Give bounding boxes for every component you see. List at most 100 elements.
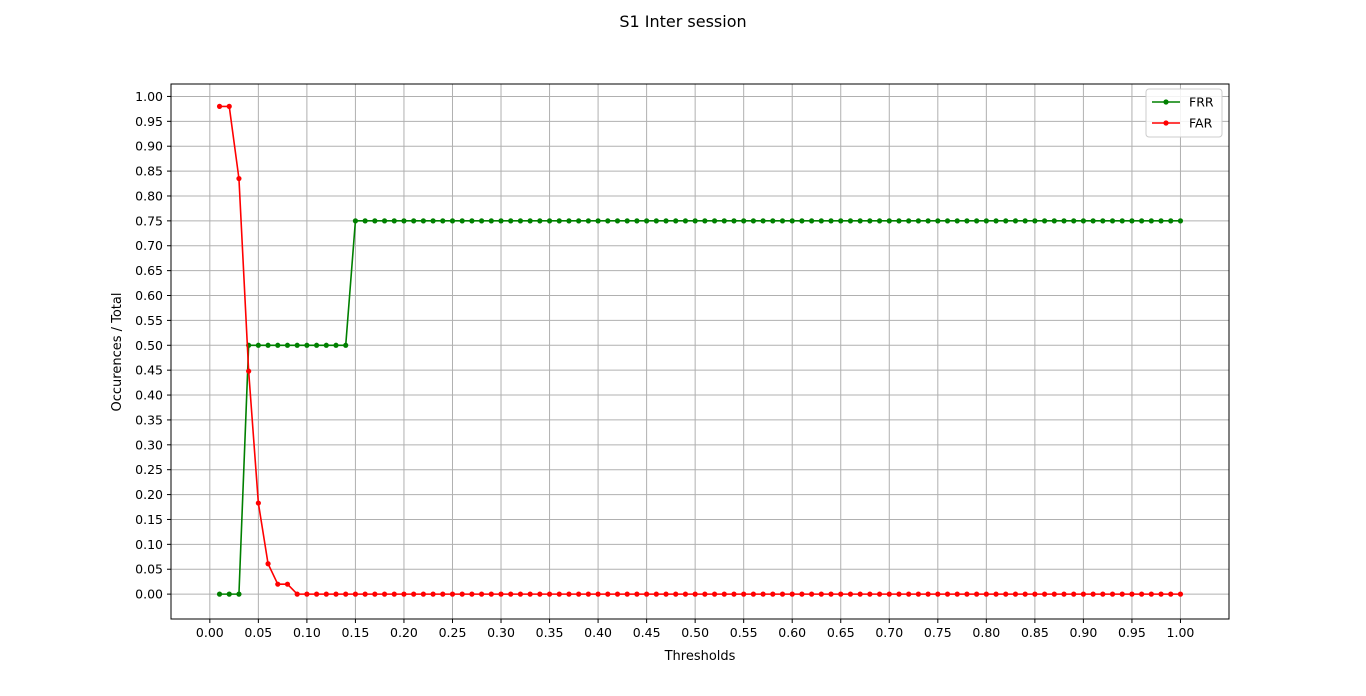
far-point [1177, 591, 1184, 597]
far-point [479, 591, 485, 597]
frr-point [333, 342, 339, 348]
x-tick-label: 0.00 [196, 625, 224, 640]
frr-point [401, 218, 407, 224]
frr-point [789, 218, 795, 224]
x-tick-label: 0.40 [584, 625, 612, 640]
series-far [216, 103, 1184, 597]
frr-point [867, 218, 873, 224]
far-point [857, 591, 863, 597]
x-tick-label: 0.10 [293, 625, 321, 640]
far-point [595, 591, 601, 597]
far-point [954, 591, 960, 597]
far-point [1012, 591, 1019, 597]
frr-point [1032, 218, 1038, 224]
far-point [964, 591, 970, 597]
far-point [420, 591, 426, 597]
frr-point [362, 218, 368, 224]
frr-point [343, 342, 349, 348]
far-point [343, 591, 349, 597]
frr-point [527, 218, 533, 224]
far-point [1061, 591, 1067, 597]
frr-point [741, 218, 747, 224]
far-point [411, 591, 417, 597]
frr-point [391, 218, 397, 224]
frr-point [372, 218, 378, 224]
frr-point [284, 342, 291, 348]
far-point [993, 591, 999, 597]
far-point [1109, 591, 1116, 597]
frr-point [993, 218, 999, 224]
far-point [440, 591, 446, 597]
frr-point [1061, 218, 1067, 224]
legend-item-far: FAR [1152, 116, 1213, 131]
frr-point [906, 218, 912, 224]
frr-point [440, 218, 446, 224]
far-point [566, 591, 572, 597]
x-tick-label: 0.50 [681, 625, 709, 640]
frr-point [1022, 218, 1028, 224]
frr-point [255, 342, 261, 348]
frr-point [770, 218, 776, 224]
frr-point [896, 218, 902, 224]
far-point [1148, 591, 1154, 597]
far-point [809, 591, 815, 597]
frr-point [653, 218, 659, 224]
far-point [779, 591, 786, 597]
y-tick-label: 0.40 [135, 388, 163, 403]
far-point [362, 591, 368, 597]
frr-point [886, 218, 892, 224]
x-tick-label: 0.65 [827, 625, 855, 640]
frr-point [1100, 218, 1106, 224]
frr-point [644, 218, 650, 224]
frr-point [944, 218, 951, 224]
frr-point [731, 218, 737, 224]
y-tick-label: 1.00 [135, 89, 163, 104]
frr-point [1168, 218, 1174, 224]
frr-point [566, 218, 572, 224]
frr-point [508, 218, 514, 224]
far-point [731, 591, 737, 597]
frr-point [925, 218, 931, 224]
far-point [1139, 591, 1145, 597]
frr-point [469, 218, 475, 224]
frr-point [556, 218, 562, 224]
y-tick-label: 0.60 [135, 288, 163, 303]
frr-point [634, 218, 640, 224]
far-point [711, 591, 718, 597]
frr-point [983, 218, 989, 224]
frr-point [1148, 218, 1154, 224]
y-tick-label: 0.70 [135, 238, 163, 253]
far-point [430, 591, 436, 597]
far-point [352, 591, 359, 597]
far-point [381, 591, 388, 597]
far-point [226, 103, 232, 109]
frr-point [1158, 218, 1164, 224]
x-tick-label: 0.95 [1118, 625, 1146, 640]
far-point [246, 368, 252, 374]
frr-point [760, 218, 766, 224]
frr-point [1080, 218, 1087, 224]
frr-point [1012, 218, 1019, 224]
far-point [838, 591, 844, 597]
x-tick-label: 1.00 [1167, 625, 1195, 640]
y-tick-label: 0.30 [135, 437, 163, 452]
far-point [294, 591, 300, 597]
y-axis-label: Occurences / Total [110, 293, 125, 412]
frr-point [809, 218, 815, 224]
frr-point [779, 218, 786, 224]
chart-title: S1 Inter session [619, 12, 746, 31]
far-point [1051, 591, 1057, 597]
far-point [896, 591, 902, 597]
far-point [1129, 591, 1135, 597]
frr-point [857, 218, 863, 224]
frr-point [304, 342, 310, 348]
frr-point [1177, 218, 1184, 224]
frr-point [954, 218, 960, 224]
y-tick-label: 0.00 [135, 587, 163, 602]
far-point [886, 591, 892, 597]
frr-point [702, 218, 708, 224]
y-tick-label: 0.25 [135, 462, 163, 477]
far-point [391, 591, 397, 597]
frr-point [420, 218, 426, 224]
x-axis-ticks: 0.00 0.05 0.10 0.15 0.20 0.25 0.30 0.35 0.40 0.45… [196, 619, 1195, 640]
